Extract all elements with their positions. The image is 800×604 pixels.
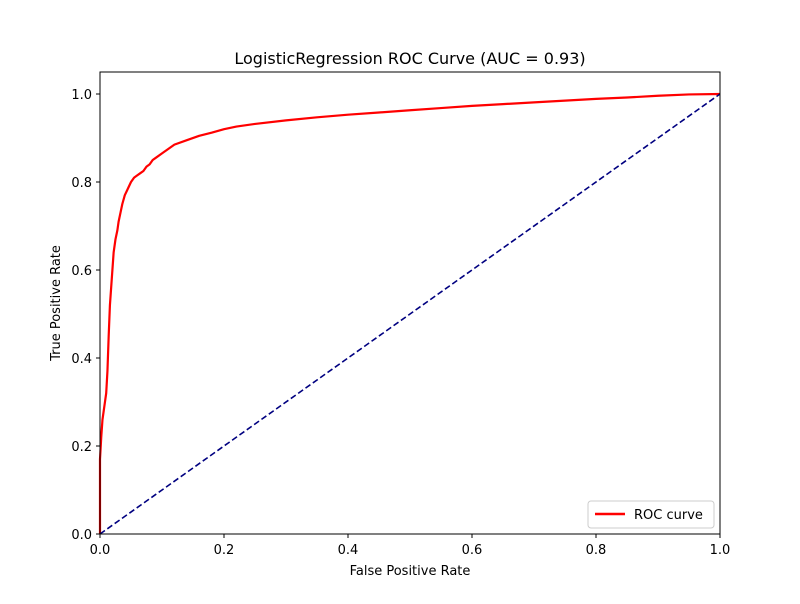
chart-title: LogisticRegression ROC Curve (AUC = 0.93… <box>234 49 585 68</box>
y-tick-label: 0.2 <box>71 440 92 455</box>
x-tick-label: 0.2 <box>214 543 235 558</box>
series-layer <box>98 92 721 535</box>
legend-box <box>587 500 715 529</box>
x-tick-label: 1.0 <box>710 543 731 558</box>
plot-background <box>100 72 720 534</box>
y-tick-label: 0.8 <box>71 176 92 191</box>
legend: ROC curve <box>587 500 715 529</box>
plot-area <box>100 72 720 534</box>
x-tick-label: 0.4 <box>338 543 359 558</box>
roc-curve-line <box>98 92 721 534</box>
diagonal-reference-line <box>99 93 721 535</box>
x-tick-label: 0.0 <box>90 543 111 558</box>
y-tick-label: 1.0 <box>71 88 92 103</box>
plot-frame <box>99 71 721 535</box>
y-tick-label: 0.0 <box>71 528 92 543</box>
x-tick-label: 0.6 <box>462 543 483 558</box>
y-tick-label: 0.4 <box>71 352 92 367</box>
x-axis-label: False Positive Rate <box>350 564 471 579</box>
y-tick-label: 0.6 <box>71 264 92 279</box>
legend-label-roc-curve: ROC curve <box>634 508 703 523</box>
x-axis-ticks: 0.0 0.2 0.4 0.6 0.8 1.0 <box>90 534 731 558</box>
y-axis-ticks: 0.0 0.2 0.4 0.6 0.8 1.0 <box>71 88 100 543</box>
y-axis-label: True Positive Rate <box>49 245 64 362</box>
x-tick-label: 0.8 <box>586 543 607 558</box>
